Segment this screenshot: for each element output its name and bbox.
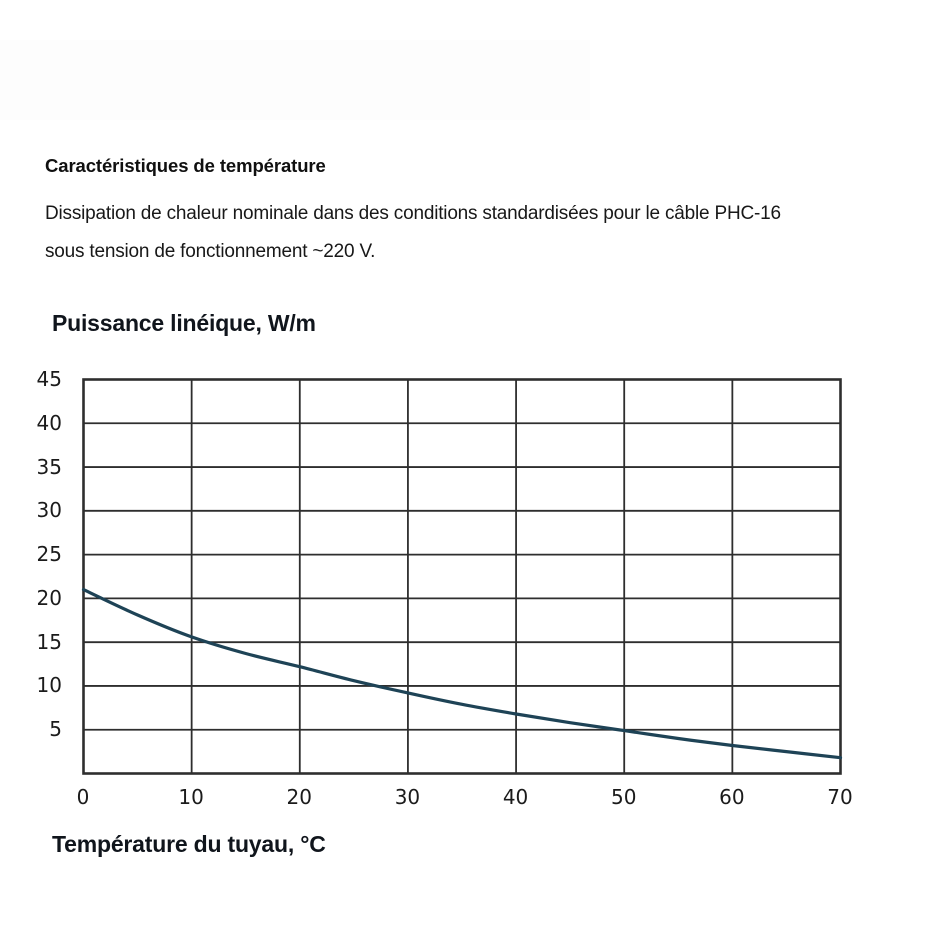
x-tick-label: 40 xyxy=(502,785,529,809)
x-axis-title: Température du tuyau, °C xyxy=(52,831,326,857)
chart-title: Puissance linéique, W/m xyxy=(52,310,316,336)
description-line-1: Dissipation de chaleur nominale dans des… xyxy=(45,203,781,224)
y-tick-label: 10 xyxy=(36,673,62,698)
x-tick-label: 60 xyxy=(719,785,745,809)
y-tick-label: 15 xyxy=(36,629,62,654)
x-tick-label: 10 xyxy=(178,785,204,809)
x-tick-label: 30 xyxy=(394,785,421,809)
description-line-2: sous tension de fonctionnement ~220 V. xyxy=(45,241,376,262)
section-heading: Caractéristiques de température xyxy=(45,155,326,176)
y-tick-label: 20 xyxy=(36,585,62,610)
y-tick-label: 5 xyxy=(49,717,62,742)
y-tick-label: 35 xyxy=(36,454,62,479)
y-tick-label: 40 xyxy=(36,410,62,435)
x-tick-label: 50 xyxy=(610,785,637,809)
y-tick-label: 45 xyxy=(36,367,62,391)
y-tick-label: 25 xyxy=(36,542,62,567)
x-tick-label: 70 xyxy=(827,785,853,809)
decorative-block xyxy=(0,40,590,120)
x-tick-label: 0 xyxy=(76,785,90,809)
y-tick-label: 30 xyxy=(36,498,62,523)
plot-border xyxy=(82,378,842,775)
curve-path xyxy=(81,588,843,760)
x-tick-label: 20 xyxy=(286,785,312,809)
grid-lines xyxy=(83,379,841,774)
line-chart xyxy=(81,378,843,775)
